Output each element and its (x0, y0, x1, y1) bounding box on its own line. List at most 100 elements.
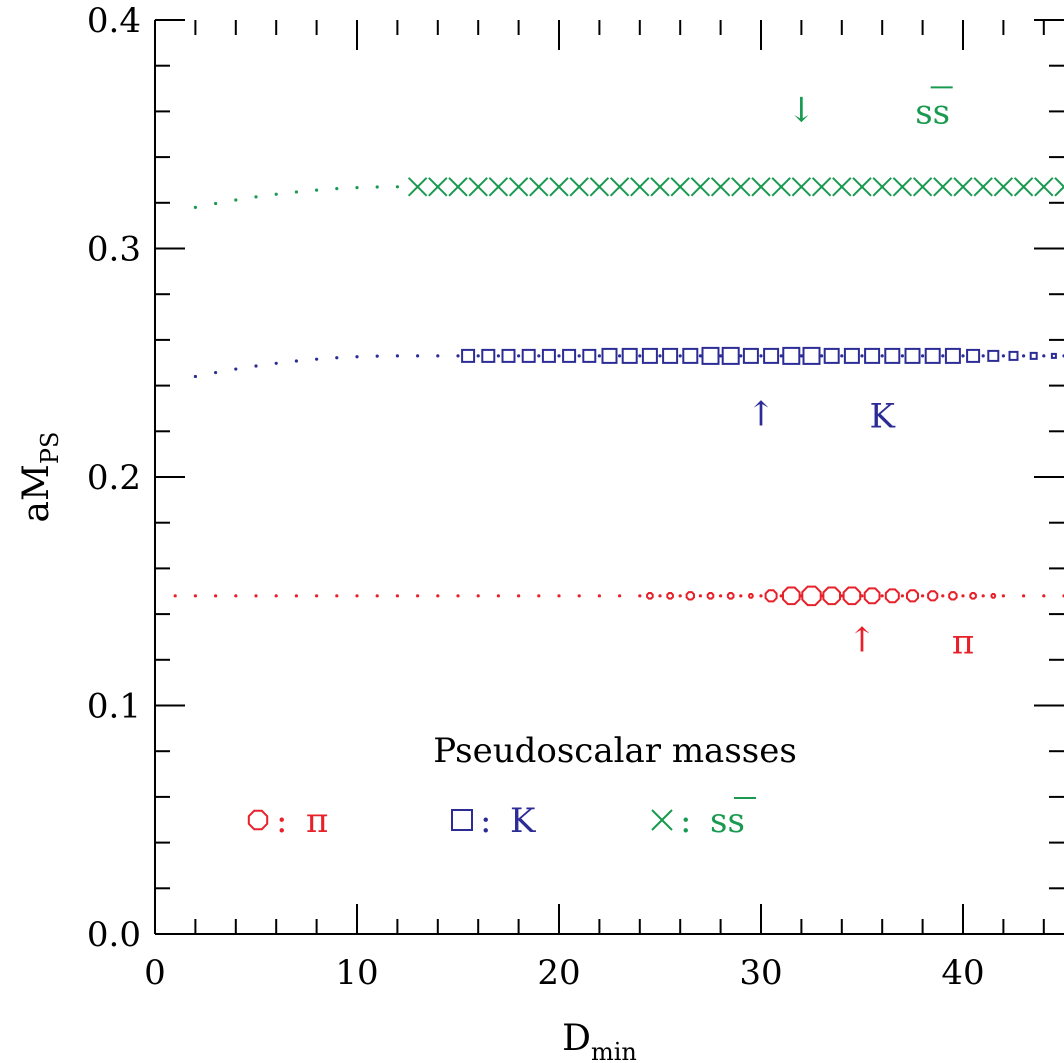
data-point (537, 354, 541, 358)
data-point (375, 185, 379, 189)
data-point (436, 354, 440, 358)
data-point (638, 354, 642, 358)
data-point (315, 594, 319, 598)
octagon-marker (748, 593, 754, 599)
data-point (416, 354, 420, 358)
cross-marker (973, 177, 993, 197)
octagon-marker (948, 591, 958, 601)
cross-marker (852, 177, 872, 197)
cross-marker-stroke (1013, 177, 1034, 197)
data-point (294, 359, 298, 363)
data-point (274, 361, 278, 365)
square-marker (823, 347, 840, 364)
annotation-arrow: ↓ (787, 90, 816, 130)
x-tick-label: 0 (144, 953, 166, 993)
data-point (335, 187, 339, 191)
data-point (476, 594, 480, 598)
data-point (294, 190, 298, 194)
data-point (981, 354, 985, 358)
legend-item: : ss (651, 797, 756, 841)
square-marker (601, 347, 618, 364)
data-point (456, 594, 460, 598)
data-point (1001, 594, 1006, 598)
data-point (193, 205, 197, 209)
cross-marker (953, 177, 973, 197)
cross-marker (993, 177, 1014, 197)
data-point (577, 594, 581, 598)
data-point (1042, 594, 1046, 598)
cross-marker (569, 177, 589, 197)
octagon-marker (842, 586, 862, 606)
octagon-marker (863, 587, 881, 605)
cross-marker-stroke (872, 177, 892, 197)
x-tick-label: 40 (941, 953, 984, 993)
cross-marker-stroke (771, 177, 791, 197)
data-point (597, 594, 602, 598)
cross-marker-stroke (811, 177, 832, 197)
data-point (355, 186, 359, 190)
cross-marker (771, 177, 791, 197)
data-point (375, 354, 379, 358)
octagon-marker (685, 591, 695, 601)
data-point (678, 354, 682, 358)
cross-marker (468, 177, 488, 197)
legend-colon: : (480, 801, 491, 841)
data-point (254, 594, 258, 598)
data-point (274, 594, 278, 598)
legend-cross-marker (651, 809, 673, 831)
square-marker (802, 346, 821, 365)
legend-colon: : (276, 801, 287, 841)
data-point (476, 354, 480, 358)
square-marker (782, 346, 801, 365)
data-point (1042, 354, 1046, 358)
square-marker (621, 347, 638, 364)
data-point (1001, 354, 1006, 358)
cross-marker (529, 177, 549, 197)
data-point (759, 594, 763, 598)
data-point (658, 354, 662, 358)
cross-marker-stroke (791, 177, 812, 197)
cross-marker-stroke (428, 177, 448, 197)
cross-marker-stroke (892, 177, 913, 197)
data-point (961, 354, 965, 358)
cross-marker (731, 177, 751, 197)
data-point (274, 192, 278, 196)
data-point (921, 354, 925, 358)
legend-label: ss (710, 801, 745, 841)
x-tick-label: 30 (739, 953, 782, 993)
cross-marker-stroke (933, 177, 953, 197)
data-point (214, 201, 218, 206)
cross-marker-stroke (407, 177, 428, 197)
cross-marker (589, 177, 610, 197)
y-tick-label: 0.4 (87, 1, 141, 41)
data-point (900, 594, 905, 598)
y-tick-label: 0.0 (87, 915, 141, 955)
cross-marker-stroke (448, 177, 468, 197)
legend-item: :π (247, 801, 328, 841)
cross-marker-stroke (1054, 177, 1064, 189)
cross-marker-stroke (852, 177, 872, 197)
legend-square-marker (451, 809, 473, 831)
square-marker (987, 349, 1000, 362)
annotation-label: ss (915, 92, 950, 132)
square-marker (721, 346, 740, 365)
data-point (597, 354, 602, 358)
cross-marker (448, 177, 468, 197)
data-point (759, 354, 763, 358)
data-point (335, 356, 339, 360)
cross-marker-stroke (468, 177, 488, 197)
data-point (254, 195, 258, 199)
octagon-marker (764, 589, 778, 603)
data-point (618, 354, 622, 358)
data-point (739, 594, 743, 598)
data-point (1022, 594, 1026, 598)
data-point (294, 594, 298, 598)
data-point (880, 354, 884, 358)
cross-marker-stroke (912, 177, 933, 197)
cross-marker-stroke (529, 177, 549, 197)
cross-marker (1013, 177, 1034, 197)
y-tick-label: 0.3 (87, 230, 141, 270)
annotation-arrow: ↑ (747, 394, 776, 434)
data-point (537, 594, 541, 598)
